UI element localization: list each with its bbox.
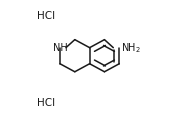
Text: HCl: HCl <box>37 98 55 108</box>
Text: NH: NH <box>53 43 67 53</box>
Text: HCl: HCl <box>37 10 55 20</box>
Text: NH$_2$: NH$_2$ <box>121 41 140 55</box>
